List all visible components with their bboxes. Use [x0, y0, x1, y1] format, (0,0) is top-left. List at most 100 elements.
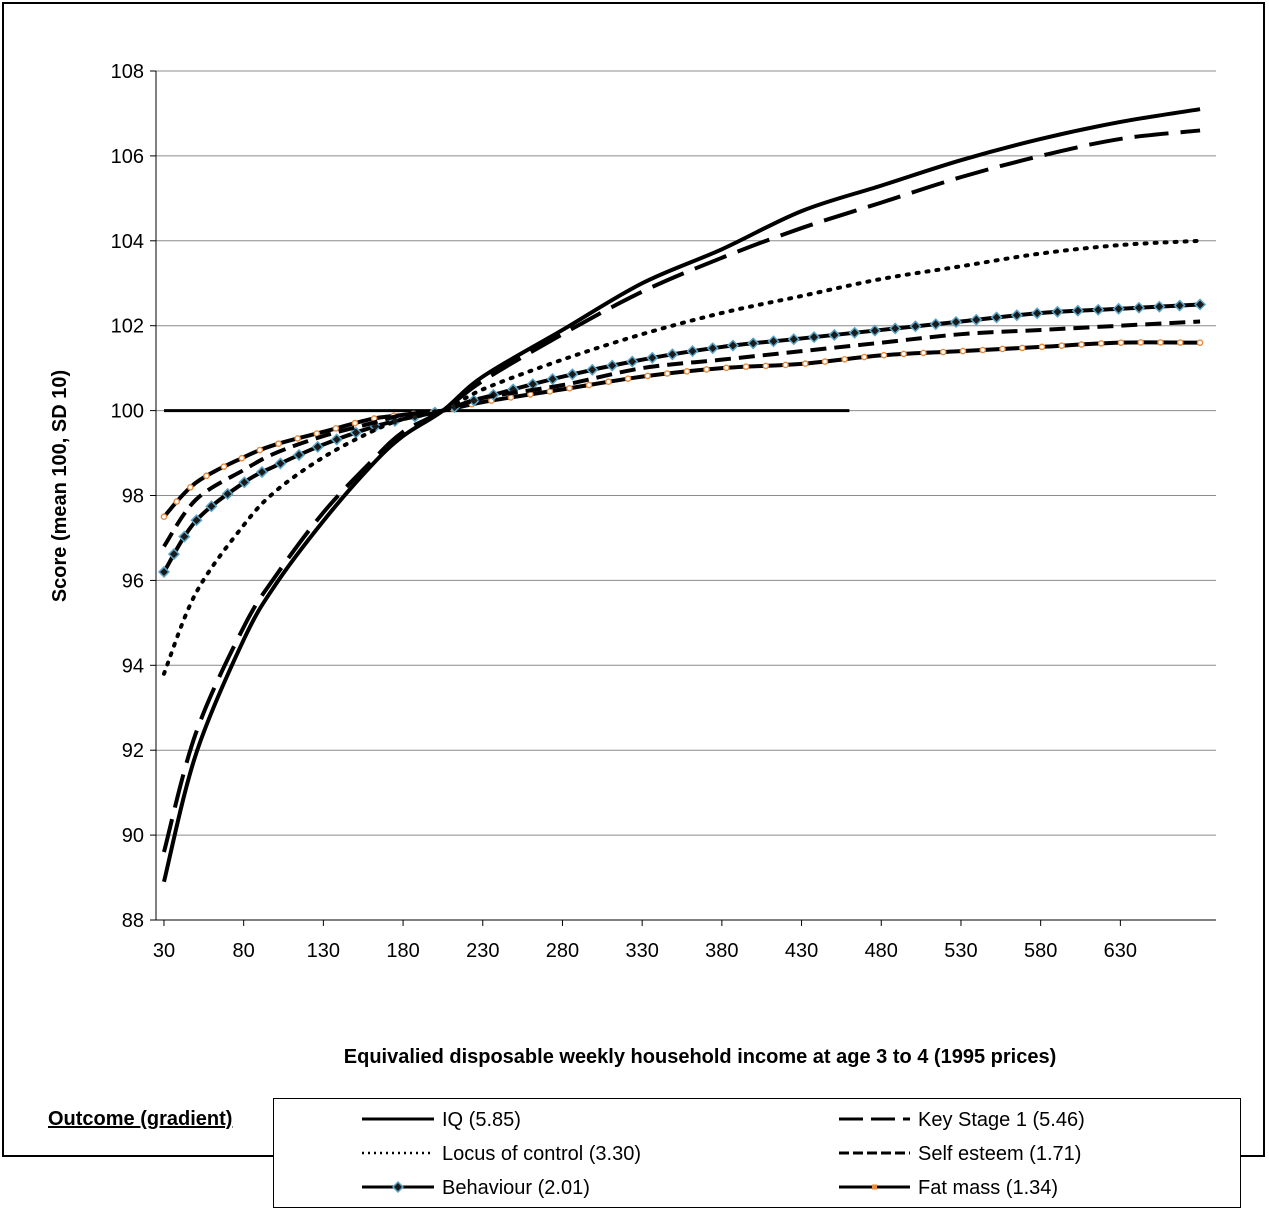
legend-marker: [391, 1180, 405, 1194]
data-point: [644, 372, 651, 380]
data-point: [683, 368, 691, 375]
data-point: [292, 448, 306, 462]
data-point: [566, 384, 573, 392]
x-tick-label: 30: [153, 940, 175, 962]
data-point: [605, 378, 612, 386]
data-point: [626, 355, 639, 368]
data-point: [808, 331, 821, 344]
y-axis-title: Score (mean 100, SD 10): [49, 370, 71, 602]
y-tick-label: 108: [111, 61, 144, 83]
data-point: [848, 326, 861, 339]
y-tick-label: 90: [122, 825, 144, 847]
data-point: [880, 351, 888, 359]
data-point: [203, 472, 210, 480]
data-point: [663, 370, 671, 377]
legend-label: Self esteem (1.71): [918, 1143, 1081, 1165]
x-tick-label: 580: [1024, 940, 1057, 962]
data-point: [949, 315, 963, 329]
data-point: [970, 313, 983, 326]
y-tick-label: 92: [122, 740, 144, 762]
data-point: [585, 381, 593, 389]
data-point: [167, 548, 180, 561]
data-point: [527, 391, 534, 398]
x-axis-title: Equivalied disposable weekly household i…: [344, 1046, 1056, 1068]
data-point: [313, 430, 321, 437]
data-point: [920, 349, 927, 357]
data-point: [1071, 304, 1084, 317]
y-tick-label: 88: [122, 910, 144, 932]
data-point: [1018, 344, 1026, 352]
data-point: [1196, 339, 1204, 346]
data-point: [828, 328, 841, 342]
data-point: [706, 342, 719, 355]
y-tick-label: 102: [111, 316, 144, 338]
data-point: [762, 362, 770, 370]
data-point: [1112, 302, 1125, 315]
data-point: [868, 324, 881, 337]
data-point: [178, 530, 191, 543]
data-point: [160, 513, 168, 521]
data-point: [726, 339, 739, 352]
data-point: [666, 348, 679, 361]
data-point: [546, 373, 559, 386]
data-point: [1137, 339, 1145, 346]
data-point: [782, 361, 789, 369]
legend-label: Key Stage 1 (5.46): [918, 1109, 1085, 1131]
data-point: [311, 440, 324, 453]
data-point: [939, 348, 947, 356]
y-tick-label: 98: [122, 486, 144, 508]
data-point: [841, 355, 848, 363]
data-point: [686, 345, 699, 358]
data-point: [821, 358, 829, 365]
x-tick-label: 80: [233, 940, 255, 962]
data-point: [332, 425, 340, 432]
data-point: [606, 359, 619, 372]
data-point: [1078, 341, 1085, 348]
data-point: [205, 500, 218, 513]
data-point: [646, 351, 659, 364]
data-point: [747, 337, 760, 350]
data-point: [1092, 303, 1105, 316]
x-tick-label: 330: [625, 940, 658, 962]
x-tick-label: 230: [466, 940, 499, 962]
data-point: [173, 498, 181, 505]
data-point: [274, 457, 287, 470]
data-point: [275, 440, 282, 447]
data-point: [999, 345, 1006, 353]
x-tick-label: 280: [546, 940, 579, 962]
series-line-key-stage-1: [162, 128, 1201, 853]
data-point: [979, 346, 987, 354]
x-tick-label: 180: [386, 940, 419, 962]
data-point: [566, 368, 579, 381]
data-point: [767, 335, 780, 348]
data-point: [624, 375, 632, 382]
data-point: [351, 419, 359, 427]
data-point: [1173, 299, 1186, 312]
data-point: [187, 484, 194, 491]
data-point: [1097, 340, 1105, 347]
y-tick-label: 96: [122, 570, 144, 592]
data-point: [238, 454, 246, 462]
data-point: [255, 466, 269, 479]
legend: IQ (5.85) Key Stage 1 (5.46) Locus of cont…: [273, 1098, 1241, 1208]
x-tick-label: 380: [705, 940, 738, 962]
data-point: [742, 363, 750, 370]
series-line-fat-mass: [162, 340, 1201, 519]
data-point: [1058, 342, 1065, 349]
x-tick-label: 480: [865, 940, 898, 962]
data-point: [1038, 343, 1046, 351]
data-point: [157, 565, 171, 578]
data-point: [990, 311, 1003, 324]
legend-label: Locus of control (3.30): [442, 1143, 641, 1165]
data-point: [801, 360, 809, 367]
data-point: [900, 350, 907, 358]
data-point: [889, 322, 902, 335]
x-tick-label: 430: [785, 940, 818, 962]
series-line-locus-of-control: [161, 238, 1203, 676]
y-tick-label: 104: [111, 231, 144, 253]
x-tick-label: 130: [307, 940, 340, 962]
data-point: [586, 363, 599, 376]
data-point: [507, 394, 515, 401]
y-tick-label: 106: [111, 146, 144, 168]
data-point: [787, 333, 800, 346]
